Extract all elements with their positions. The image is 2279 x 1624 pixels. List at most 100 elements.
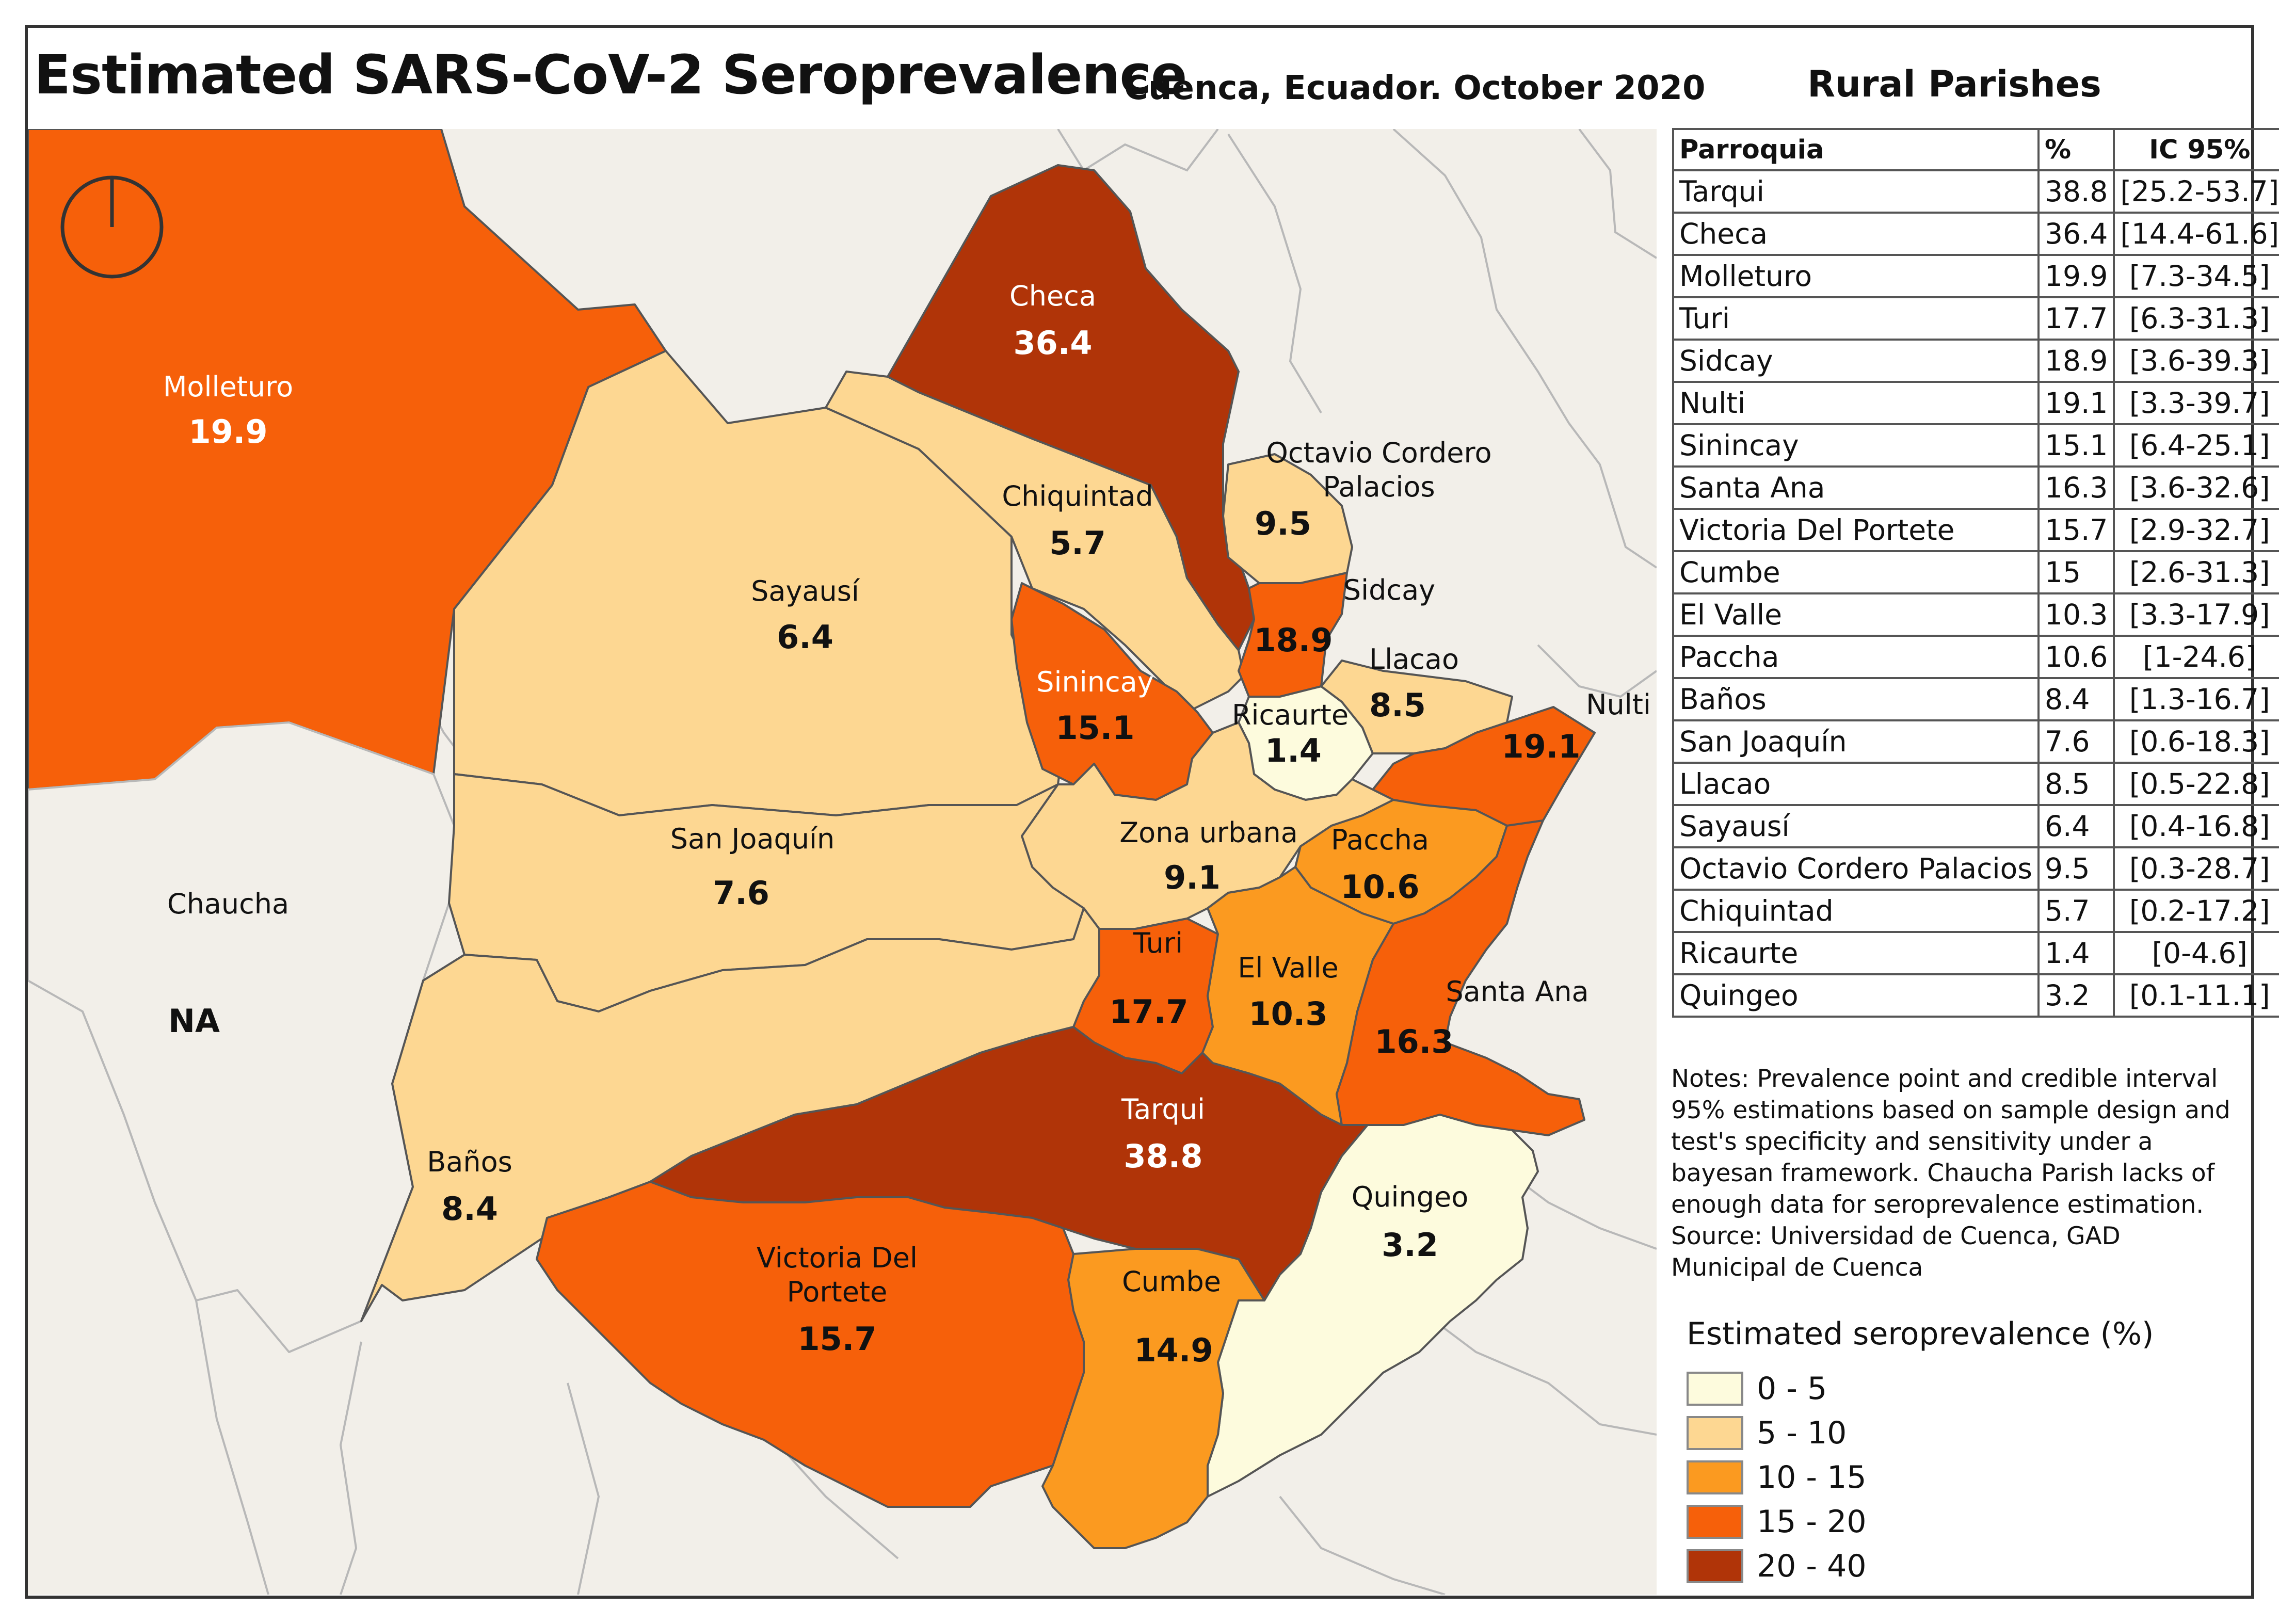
label-sayausi-name: Sayausí: [751, 575, 860, 607]
ci-cell: [1-24.6]: [2113, 635, 2279, 679]
parish-victoria-del-portete[interactable]: [536, 1181, 1085, 1508]
label-victoria-name-line1: Victoria Del: [757, 1242, 918, 1274]
table-row: Molleturo 19.9 [7.3-34.5]: [1672, 254, 2279, 298]
table-row: San Joaquín 7.6 [0.6-18.3]: [1672, 719, 2279, 764]
table-row: Cumbe 15 [2.6-31.3]: [1672, 550, 2279, 594]
parroquia-cell: Baños: [1672, 677, 2040, 721]
ci-cell: [14.4-61.6]: [2113, 212, 2279, 256]
legend-swatch: [1687, 1505, 1743, 1539]
ci-cell: [0.4-16.8]: [2113, 804, 2279, 848]
label-checa-value: 36.4: [1014, 324, 1093, 362]
parroquia-cell: Chiquintad: [1672, 889, 2040, 933]
ci-cell: [2.6-31.3]: [2113, 550, 2279, 594]
percent-cell: 1.4: [2037, 931, 2115, 975]
label-cumbe-name: Cumbe: [1122, 1265, 1221, 1298]
label-chiquintad-value: 5.7: [1049, 524, 1106, 562]
label-chiquintad-name: Chiquintad: [1002, 480, 1153, 512]
column-header-parroquia: Parroquia: [1672, 128, 2040, 171]
label-zona-urbana-name: Zona urbana: [1119, 816, 1298, 849]
ci-cell: [3.3-17.9]: [2113, 592, 2279, 637]
ci-cell: [3.6-39.3]: [2113, 339, 2279, 383]
label-santa-ana-value: 16.3: [1375, 1023, 1454, 1060]
label-ricaurte-name: Ricaurte: [1232, 699, 1349, 731]
table-body: Tarqui 38.8 [25.2-53.7] Checa 36.4 [14.4-61.6…: [1672, 169, 2279, 1018]
percent-cell: 36.4: [2037, 212, 2115, 256]
label-santa-ana-name: Santa Ana: [1446, 975, 1588, 1008]
legend-item: 5 - 10: [1687, 1411, 2154, 1455]
label-sayausi-value: 6.4: [777, 618, 833, 656]
label-el-valle-name: El Valle: [1238, 952, 1338, 984]
legend-item: 15 - 20: [1687, 1500, 2154, 1544]
label-nulti-value: 19.1: [1502, 728, 1581, 765]
ci-cell: [7.3-34.5]: [2113, 254, 2279, 298]
parish-quingeo[interactable]: [1207, 1114, 1539, 1498]
parish-table: Parroquia % IC 95% Tarqui 38.8 [25.2-53.7]…: [1672, 128, 2279, 1018]
legend-label: 5 - 10: [1757, 1415, 1847, 1451]
percent-cell: 15.1: [2037, 423, 2115, 468]
label-ricaurte-value: 1.4: [1265, 732, 1322, 769]
rural-parishes-title: Rural Parishes: [1807, 63, 2101, 105]
label-llacao-value: 8.5: [1369, 686, 1426, 724]
table-row: Sayausí 6.4 [0.4-16.8]: [1672, 804, 2279, 848]
label-victoria-value: 15.7: [798, 1320, 877, 1358]
label-sinincay-value: 15.1: [1056, 709, 1135, 747]
legend-item: 0 - 5: [1687, 1366, 2154, 1411]
percent-cell: 6.4: [2037, 804, 2115, 848]
parroquia-cell: Sayausí: [1672, 804, 2040, 848]
map-notes: Notes: Prevalence point and credible int…: [1671, 1063, 2239, 1283]
percent-cell: 8.4: [2037, 677, 2115, 721]
table-row: Chiquintad 5.7 [0.2-17.2]: [1672, 889, 2279, 933]
legend-swatch: [1687, 1416, 1743, 1450]
percent-cell: 18.9: [2037, 339, 2115, 383]
label-paccha-name: Paccha: [1331, 824, 1429, 856]
parroquia-cell: San Joaquín: [1672, 719, 2040, 764]
label-ocp-name-line1: Octavio Cordero: [1266, 437, 1491, 469]
ci-cell: [6.4-25.1]: [2113, 423, 2279, 468]
parroquia-cell: Tarqui: [1672, 169, 2040, 214]
parroquia-cell: Cumbe: [1672, 550, 2040, 594]
label-sinincay-name: Sinincay: [1036, 666, 1153, 698]
notes-text: Notes: Prevalence point and credible int…: [1671, 1065, 2230, 1219]
percent-cell: 19.9: [2037, 254, 2115, 298]
parroquia-cell: Nulti: [1672, 381, 2040, 425]
ci-cell: [3.6-32.6]: [2113, 465, 2279, 510]
ci-cell: [1.3-16.7]: [2113, 677, 2279, 721]
table-row: Turi 17.7 [6.3-31.3]: [1672, 296, 2279, 341]
label-quingeo-name: Quingeo: [1352, 1181, 1469, 1213]
parish-santa-ana[interactable]: [1336, 819, 1585, 1136]
parroquia-cell: Santa Ana: [1672, 465, 2040, 510]
percent-cell: 17.7: [2037, 296, 2115, 341]
legend-label: 15 - 20: [1757, 1504, 1867, 1540]
percent-cell: 10.6: [2037, 635, 2115, 679]
table-row: Santa Ana 16.3 [3.6-32.6]: [1672, 465, 2279, 510]
label-el-valle-value: 10.3: [1249, 995, 1328, 1033]
column-header-percent: %: [2037, 128, 2115, 171]
percent-cell: 10.3: [2037, 592, 2115, 637]
label-nulti-name: Nulti: [1586, 688, 1651, 721]
legend: Estimated seroprevalence (%) 0 - 5 5 - 10…: [1687, 1316, 2154, 1588]
ci-cell: [3.3-39.7]: [2113, 381, 2279, 425]
choropleth-map: Molleturo 19.9 Checa 36.4 Chiquintad 5.7…: [28, 129, 1657, 1595]
legend-label: 20 - 40: [1757, 1548, 1867, 1584]
legend-label: 10 - 15: [1757, 1459, 1867, 1496]
parroquia-cell: Sinincay: [1672, 423, 2040, 468]
table-row: Victoria Del Portete 15.7 [2.9-32.7]: [1672, 508, 2279, 552]
legend-label: 0 - 5: [1757, 1371, 1827, 1407]
parroquia-cell: Octavio Cordero Palacios: [1672, 846, 2040, 891]
label-ocp-value: 9.5: [1255, 505, 1311, 542]
table-row: Octavio Cordero Palacios 9.5 [0.3-28.7]: [1672, 846, 2279, 891]
table-row: Paccha 10.6 [1-24.6]: [1672, 635, 2279, 679]
label-san-joaquin-name: San Joaquín: [670, 823, 835, 855]
percent-cell: 3.2: [2037, 973, 2115, 1018]
percent-cell: 15: [2037, 550, 2115, 594]
table-row: Sinincay 15.1 [6.4-25.1]: [1672, 423, 2279, 468]
ci-cell: [0.6-18.3]: [2113, 719, 2279, 764]
percent-cell: 38.8: [2037, 169, 2115, 214]
label-checa-name: Checa: [1009, 280, 1096, 312]
parish-labels: Molleturo 19.9 Checa 36.4 Chiquintad 5.7…: [163, 280, 1651, 1369]
percent-cell: 9.5: [2037, 846, 2115, 891]
label-paccha-value: 10.6: [1341, 868, 1420, 906]
legend-item: 10 - 15: [1687, 1455, 2154, 1500]
table-row: Tarqui 38.8 [25.2-53.7]: [1672, 169, 2279, 214]
label-quingeo-value: 3.2: [1382, 1226, 1438, 1264]
